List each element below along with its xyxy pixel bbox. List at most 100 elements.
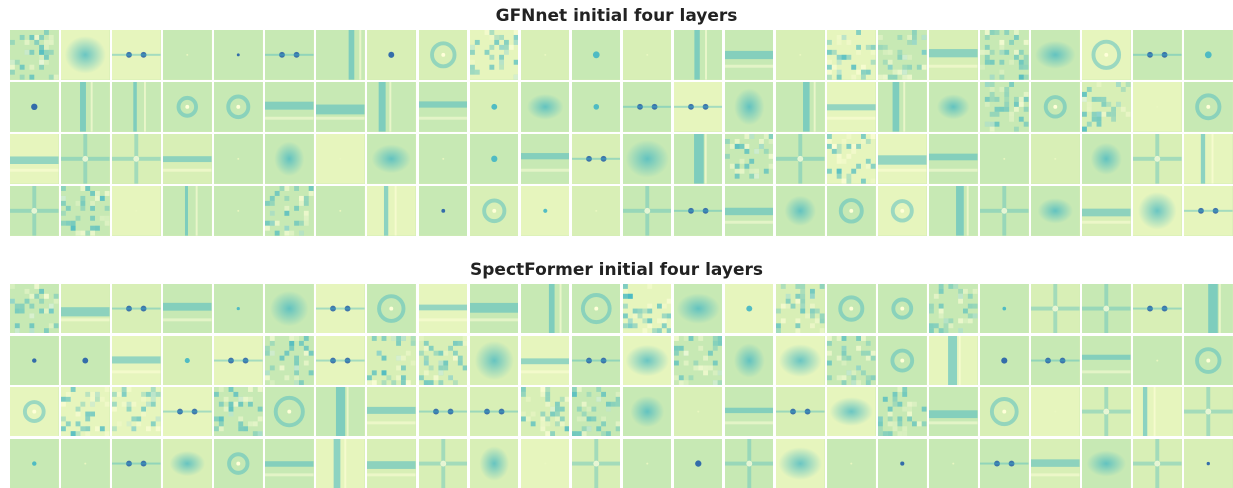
filter-tile [1133, 134, 1182, 184]
filter-tile [571, 387, 621, 437]
filter-tile [367, 438, 416, 488]
filter-tile [673, 387, 723, 437]
filter-tile [878, 335, 927, 385]
filter-tile [878, 438, 927, 488]
filter-tile [61, 186, 110, 236]
filter-tile [10, 387, 59, 437]
filter-tile [163, 30, 212, 80]
filter-tile [1082, 134, 1131, 184]
filter-tile [214, 82, 263, 132]
filter-tile [316, 387, 365, 437]
filter-tile [469, 387, 519, 437]
filter-tile [214, 335, 263, 385]
filter-tile [418, 134, 468, 184]
filter-tile [571, 82, 621, 132]
filter-tile [418, 82, 468, 132]
filter-tile [316, 30, 365, 80]
filter-tile [622, 284, 672, 334]
filter-tile [827, 134, 876, 184]
filter-tile [316, 438, 365, 488]
filter-tile [520, 30, 570, 80]
filter-tile [214, 30, 263, 80]
filter-tile [520, 335, 570, 385]
filter-tile [980, 134, 1029, 184]
filter-tile [1184, 335, 1233, 385]
filter-tile [878, 387, 927, 437]
filter-tile [929, 134, 978, 184]
filter-tile [1082, 284, 1131, 334]
filter-tile [1082, 335, 1131, 385]
filter-tile [61, 438, 110, 488]
panel-title-spectformer: SpectFormer initial four layers [470, 260, 763, 280]
filter-tile [1133, 186, 1182, 236]
filter-tile [878, 186, 927, 236]
filter-tile [673, 30, 723, 80]
filter-tile [316, 186, 365, 236]
filter-tile [673, 335, 723, 385]
filter-tile [520, 284, 570, 334]
filter-tile [827, 284, 876, 334]
filter-tile [1184, 387, 1233, 437]
filter-tile [775, 82, 825, 132]
filter-tile [367, 186, 416, 236]
filter-tile [1082, 82, 1131, 132]
filter-tile [418, 387, 468, 437]
filter-tile [112, 82, 161, 132]
filter-tile [622, 438, 672, 488]
filter-grid-spectformer [10, 284, 1233, 488]
filter-tile [520, 186, 570, 236]
filter-tile [1082, 387, 1131, 437]
filter-tile [571, 134, 621, 184]
filter-tile [878, 82, 927, 132]
filter-tile [929, 82, 978, 132]
filter-tile [418, 284, 468, 334]
filter-tile [367, 387, 416, 437]
filter-tile [163, 284, 212, 334]
filter-tile [827, 30, 876, 80]
filter-tile [571, 30, 621, 80]
filter-tile [367, 284, 416, 334]
filter-tile [61, 284, 110, 334]
filter-tile [367, 335, 416, 385]
filter-tile [112, 438, 161, 488]
filter-tile [469, 134, 519, 184]
filter-tile [214, 284, 263, 334]
filter-tile [1133, 335, 1182, 385]
filter-tile [1133, 438, 1182, 488]
filter-tile [112, 186, 161, 236]
filter-tile [10, 335, 59, 385]
filter-tile [622, 387, 672, 437]
filter-tile [775, 387, 825, 437]
filter-tile [520, 387, 570, 437]
filter-tile [827, 186, 876, 236]
filter-tile [622, 82, 672, 132]
filter-tile [265, 387, 314, 437]
filter-tile [724, 134, 774, 184]
filter-tile [673, 284, 723, 334]
filter-tile [418, 335, 468, 385]
filter-tile [214, 186, 263, 236]
filter-tile [1184, 134, 1233, 184]
filter-tile [316, 335, 365, 385]
filter-tile [367, 134, 416, 184]
filter-tile [673, 134, 723, 184]
filter-tile [775, 134, 825, 184]
filter-tile [622, 335, 672, 385]
filter-tile [775, 438, 825, 488]
filter-tile [724, 82, 774, 132]
filter-tile [316, 82, 365, 132]
filter-tile [571, 284, 621, 334]
filter-tile [469, 284, 519, 334]
filter-tile [469, 438, 519, 488]
filter-tile [265, 134, 314, 184]
filter-tile [469, 30, 519, 80]
filter-tile [878, 30, 927, 80]
filter-tile [1082, 438, 1131, 488]
filter-tile [827, 335, 876, 385]
filter-tile [469, 186, 519, 236]
filter-tile [1184, 438, 1233, 488]
filter-tile [622, 186, 672, 236]
filter-tile [724, 335, 774, 385]
filter-tile [929, 335, 978, 385]
filter-tile [418, 186, 468, 236]
